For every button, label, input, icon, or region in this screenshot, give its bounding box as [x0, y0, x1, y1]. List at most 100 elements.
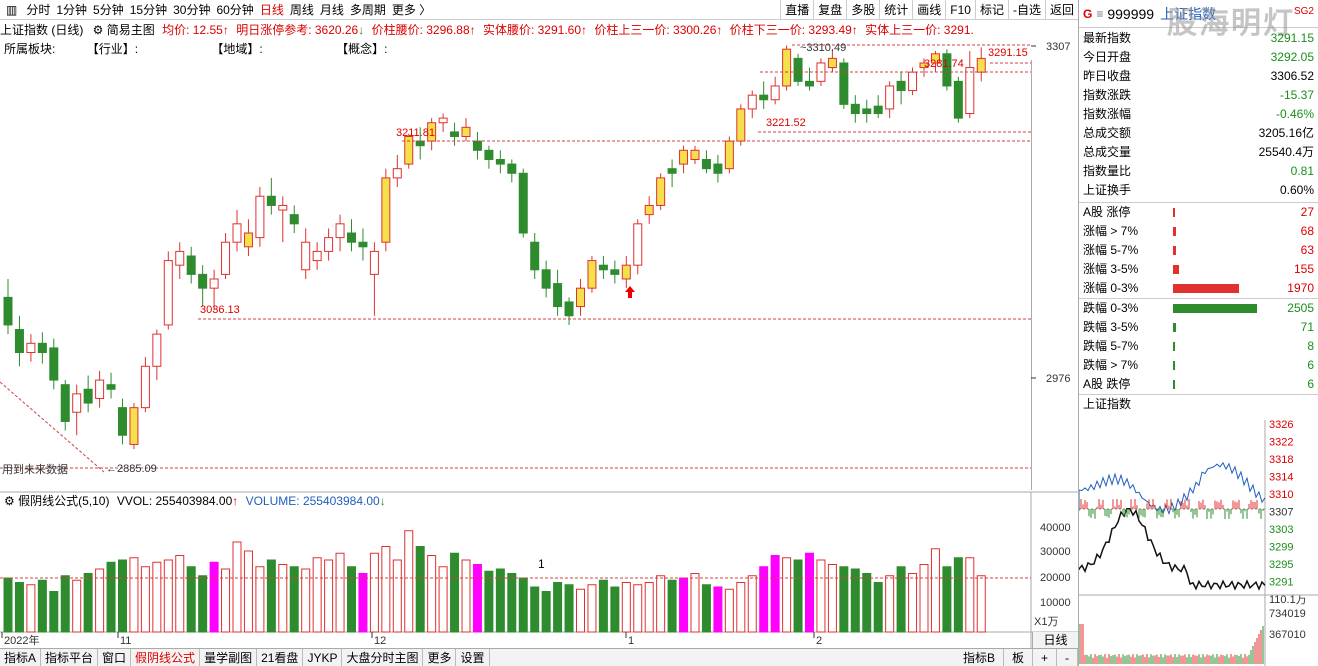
concept-label[interactable]: 【概念】: [336, 42, 388, 56]
volume-bar [243, 550, 253, 633]
volume-bar [553, 582, 563, 633]
industry-label[interactable]: 【行业】: [86, 42, 139, 56]
period-select[interactable]: 日线 [1032, 632, 1078, 648]
toolbar-button-7[interactable]: -自选 [1007, 0, 1045, 20]
volume-bar [530, 586, 540, 633]
waist-price: 价柱腰价: 3296.88 [371, 23, 470, 37]
candle-body [495, 158, 505, 165]
bottom-tab-1[interactable]: 指标平台 [41, 648, 99, 666]
volume-bar [289, 566, 299, 633]
volume-title: 假阴线公式(5,10) [18, 494, 110, 508]
volume-bar [472, 564, 482, 633]
breadth-key: 跌幅 0-3% [1083, 301, 1139, 315]
bottom-tab-5[interactable]: 21看盘 [257, 648, 304, 666]
candle-body [83, 388, 93, 404]
price-label: 3036.13 [200, 304, 240, 316]
price-label: ←2885.09 [106, 463, 157, 475]
breadth-key: 跌幅 3-5% [1083, 320, 1139, 334]
volume-bar [873, 582, 883, 633]
period-tab-5[interactable]: 60分钟 [216, 3, 254, 17]
volume-bar [335, 552, 345, 633]
period-tab-10[interactable]: 更多 〉 [391, 3, 432, 17]
breadth-row: 跌幅 5-7% 8 [1079, 337, 1318, 356]
quote-row: 上证换手 0.60% [1079, 181, 1318, 200]
candle-body [507, 163, 517, 174]
candle-body [243, 232, 253, 248]
main-chart-label[interactable]: 简易主图 [106, 23, 155, 37]
period-toolbar: ▥ 分时 1分钟 5分钟 15分钟 30分钟 60分钟 日线 周线 月线 多周期 更多 〉 直播 复盘… [0, 0, 1078, 20]
volume-bar [415, 546, 425, 633]
period-tab-9[interactable]: 多周期 [349, 3, 386, 17]
breadth-value: 2505 [1287, 301, 1314, 315]
period-tab-8[interactable]: 月线 [319, 3, 344, 17]
candle-body [530, 241, 540, 271]
bottom-tab-3[interactable]: 假阴线公式 [131, 648, 201, 666]
bottom-right-tab-3[interactable]: - [1057, 648, 1078, 666]
toolbar-button-6[interactable]: 标记 [974, 0, 1008, 20]
quote-value: 0.81 [1290, 164, 1314, 178]
candle-body [965, 67, 975, 115]
x-tick-label: 12 [374, 635, 386, 647]
bottom-tab-6[interactable]: JYKP [303, 648, 343, 666]
volume-bar [369, 552, 379, 633]
bottom-right-tab-0[interactable]: 指标B [955, 648, 1004, 666]
y-tick-label: 2976 [1046, 373, 1070, 385]
volume-bar [850, 568, 860, 633]
bottom-tab-7[interactable]: 大盘分时主图 [342, 648, 424, 666]
volume-bar [610, 586, 620, 633]
bottom-tab-8[interactable]: 更多 [423, 648, 457, 666]
candle-body [198, 273, 208, 289]
volume-bar [301, 568, 311, 633]
candle-body [278, 204, 288, 211]
quote-key: 上证换手 [1083, 183, 1132, 197]
volume-bar [793, 559, 803, 633]
period-tab-3[interactable]: 15分钟 [129, 3, 168, 17]
bottom-tab-0[interactable]: 指标A [0, 648, 42, 666]
bottom-right-tab-1[interactable]: 板 [1004, 648, 1033, 666]
period-tab-4[interactable]: 30分钟 [173, 3, 211, 17]
toolbar-button-5[interactable]: F10 [945, 0, 975, 20]
gear-icon[interactable]: ⚙ [92, 23, 104, 37]
volume-bar [461, 559, 471, 633]
quote-panel: G ≡ 999999 上证指数 SG2 股海明灯 最新指数 3291.15 今日开盘… [1078, 0, 1318, 666]
toolbar-button-0[interactable]: 直播 [780, 0, 813, 20]
toolbar-button-2[interactable]: 多股 [846, 0, 879, 20]
quote-key: 今日开盘 [1083, 50, 1132, 64]
region-label[interactable]: 【地域】: [211, 42, 263, 56]
bottom-tab-2[interactable]: 窗口 [98, 648, 132, 666]
gear-icon[interactable]: ⚙ [4, 494, 15, 508]
next-limit: 明日涨停参考: 3620.26 [236, 23, 359, 37]
volume-bar [701, 584, 711, 633]
mini-tick: 3322 [1269, 437, 1293, 449]
toolbar-button-3[interactable]: 统计 [879, 0, 912, 20]
mini-vol-tick: 734019 [1269, 608, 1306, 620]
volume-bar [724, 588, 734, 633]
bottom-tab-9[interactable]: 设置 [456, 648, 490, 666]
candle-body [827, 57, 837, 69]
toolbar-button-8[interactable]: 返回 [1044, 0, 1078, 20]
mini-tick: 3295 [1269, 559, 1293, 571]
quote-row: 总成交额 3205.16亿 [1079, 124, 1318, 143]
menu-icon[interactable]: ▥ [6, 2, 18, 17]
period-tab-2[interactable]: 5分钟 [93, 3, 124, 17]
stock-name[interactable]: 上证指数 [1160, 5, 1217, 22]
bottom-right-tab-2[interactable]: + [1033, 648, 1057, 666]
candle-body [347, 232, 356, 243]
candle-body [782, 48, 792, 87]
bottom-tab-4[interactable]: 量学副图 [200, 648, 258, 666]
toolbar-button-1[interactable]: 复盘 [813, 0, 846, 20]
toolbar-button-4[interactable]: 画线 [912, 0, 945, 20]
period-tab-7[interactable]: 周线 [289, 3, 314, 17]
kline-chart[interactable]: ~3310.49 3291.15 3281.74 3221.52 3211.81 3036… [0, 20, 1078, 648]
intraday-minichart[interactable]: 3326 3322 3318 3314 3310 3307 3303 3299 3295 3291… [1079, 420, 1318, 666]
volume-bar [484, 570, 494, 633]
quote-row: 指数涨跌 -15.37 [1079, 86, 1318, 105]
period-tab-0[interactable]: 分时 [26, 3, 51, 17]
period-tab-6[interactable]: 日线 [259, 3, 284, 17]
candle-body [438, 117, 448, 124]
candle-body [404, 136, 414, 165]
lower-third: 价柱下三一价: 3293.49 [729, 23, 852, 37]
period-tab-1[interactable]: 1分钟 [56, 3, 88, 17]
menu-icon[interactable]: ≡ [1096, 6, 1104, 21]
